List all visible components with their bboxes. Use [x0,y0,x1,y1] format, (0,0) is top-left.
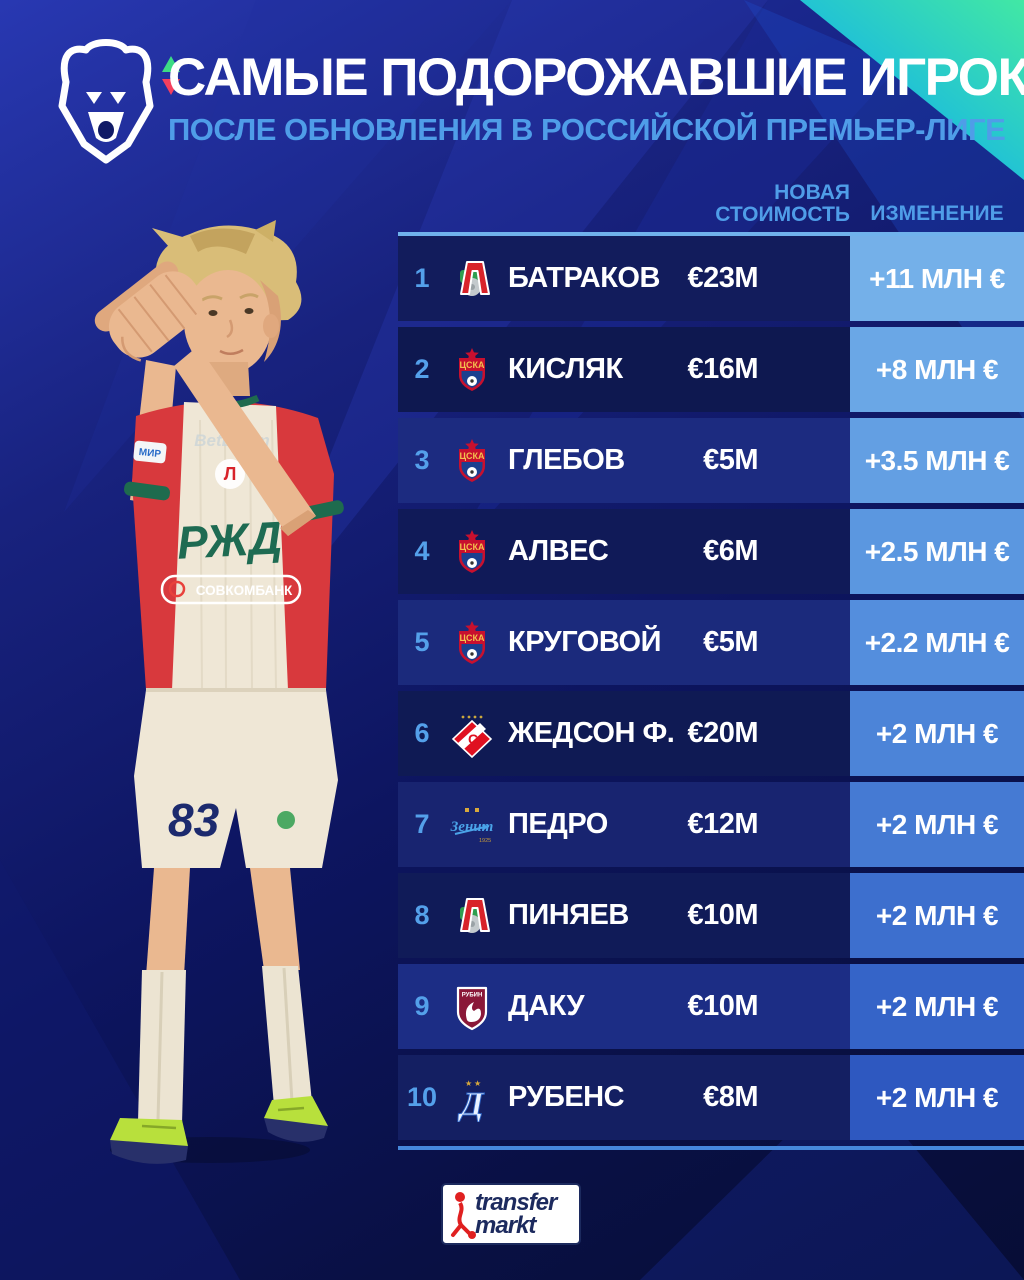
brand-line-2: markt [475,1212,536,1239]
brand-line-1: transfer [475,1189,557,1216]
new-value: €5M [703,626,758,658]
jersey-sponsor-bottom: СОВКОМБАНК [196,583,293,598]
jersey-crest-icon: Л [215,459,245,489]
table-row: 10 РУБЕНС €8M +2 МЛН € [398,1055,1024,1140]
rank-cell: 9 [414,991,430,1021]
table-row: 3 ГЛЕБОВ €5M +3.5 МЛН € [398,418,1024,503]
value-change-cell: +2 МЛН € [850,691,1024,776]
rank-cell: 6 [414,718,430,748]
table-row: 7 ПЕДРО €12M +2 МЛН € [398,782,1024,867]
value-change-cell: +2.2 МЛН € [850,600,1024,685]
player-name: РУБЕНС [508,1081,625,1113]
rank-cell: 7 [414,809,430,839]
new-value: €12M [687,808,758,840]
table-bottom-rule [398,1146,1024,1150]
player-name: КИСЛЯК [508,353,623,385]
club-logo-spartak-icon [448,710,496,758]
value-change-cell: +3.5 МЛН € [850,418,1024,503]
value-change-cell: +11 МЛН € [850,236,1024,321]
value-change-cell: +2 МЛН € [850,873,1024,958]
player-photo: МИР BetBoom Л РЖД СОВКОМБАНК 83 [94,220,344,1164]
value-change-cell: +2 МЛН € [850,964,1024,1049]
rpl-bear-icon [58,39,180,164]
new-value: €10M [687,990,758,1022]
rank-cell: 1 [414,263,430,293]
transfermarkt-player-icon [451,1192,476,1239]
club-logo-cska-icon [448,528,496,576]
rank-cell: 8 [414,900,430,930]
table-row: 8 ПИНЯЕВ €10M +2 МЛН € [398,873,1024,958]
new-value: €8M [703,1081,758,1113]
player-name: ЖЕДСОН Ф. [508,717,675,749]
down-triangle-icon [162,79,180,95]
table-top-rule [398,232,1024,236]
player-name: ГЛЕБОВ [508,444,625,476]
new-value: €10M [687,899,758,931]
club-logo-cska-icon [448,619,496,667]
player-name: ПЕДРО [508,808,608,840]
new-value: €5M [703,444,758,476]
player-name: БАТРАКОВ [508,262,660,294]
club-logo-rubin-icon [448,983,496,1031]
club-logo-zenit-icon [448,801,496,849]
shorts-number: 83 [168,794,220,846]
club-logo-lokomotiv-icon [448,892,496,940]
player-name: ДАКУ [508,990,585,1022]
page-subtitle: ПОСЛЕ ОБНОВЛЕНИЯ В РОССИЙСКОЙ ПРЕМЬЕР-ЛИ… [168,112,1006,147]
new-value: €16M [687,353,758,385]
new-value: €23M [687,262,758,294]
value-change-cell: +2.5 МЛН € [850,509,1024,594]
new-value: €6M [703,535,758,567]
value-change-cell: +2 МЛН € [850,1055,1024,1140]
transfermarkt-logo: transfer markt [441,1183,581,1245]
club-logo-lokomotiv-icon [448,255,496,303]
table-rows: 1 БАТРАКОВ €23M +11 МЛН € 2 КИСЛЯК €16M … [398,236,1024,1140]
header: САМЫЕ ПОДОРОЖАВШИЕ ИГРОКИ ПОСЛЕ ОБНОВЛЕН… [168,48,1024,147]
rank-cell: 10 [406,1082,438,1112]
table-row: 9 ДАКУ €10M +2 МЛН € [398,964,1024,1049]
player-name: ПИНЯЕВ [508,899,629,931]
club-logo-cska-icon [448,437,496,485]
table-row: 1 БАТРАКОВ €23M +11 МЛН € [398,236,1024,321]
sleeve-patch-text: МИР [138,447,162,460]
value-change-cell: +2 МЛН € [850,782,1024,867]
column-header-change: ИЗМЕНЕНИЕ [870,202,1004,225]
club-logo-dynamo-icon [448,1074,496,1122]
table-row: 4 АЛВЕС €6M +2.5 МЛН € [398,509,1024,594]
svg-text:Л: Л [224,464,237,484]
jersey-sponsor-bottom-pill: СОВКОМБАНК [160,574,302,605]
player-name: АЛВЕС [508,535,609,567]
rank-cell: 4 [414,536,430,566]
table-column-headers: НОВАЯ СТОИМОСТЬ ИЗМЕНЕНИЕ [398,181,1024,228]
rank-cell: 2 [414,354,430,384]
table-row: 2 КИСЛЯК €16M +8 МЛН € [398,327,1024,412]
page-title: САМЫЕ ПОДОРОЖАВШИЕ ИГРОКИ [168,48,1024,107]
table-row: 5 КРУГОВОЙ €5M +2.2 МЛН € [398,600,1024,685]
new-value: €20M [687,717,758,749]
rank-cell: 3 [414,445,430,475]
up-triangle-icon [162,56,180,72]
players-table: НОВАЯ СТОИМОСТЬ ИЗМЕНЕНИЕ 1 БАТРАКОВ €23… [398,181,1024,1150]
value-change-cell: +8 МЛН € [850,327,1024,412]
club-logo-cska-icon [448,346,496,394]
rank-cell: 5 [414,627,430,657]
player-name: КРУГОВОЙ [508,626,661,658]
table-row: 6 ЖЕДСОН Ф. €20M +2 МЛН € [398,691,1024,776]
column-header-new-value: НОВАЯ СТОИМОСТЬ [715,181,850,226]
jersey-sponsor-main: РЖД [176,511,283,568]
